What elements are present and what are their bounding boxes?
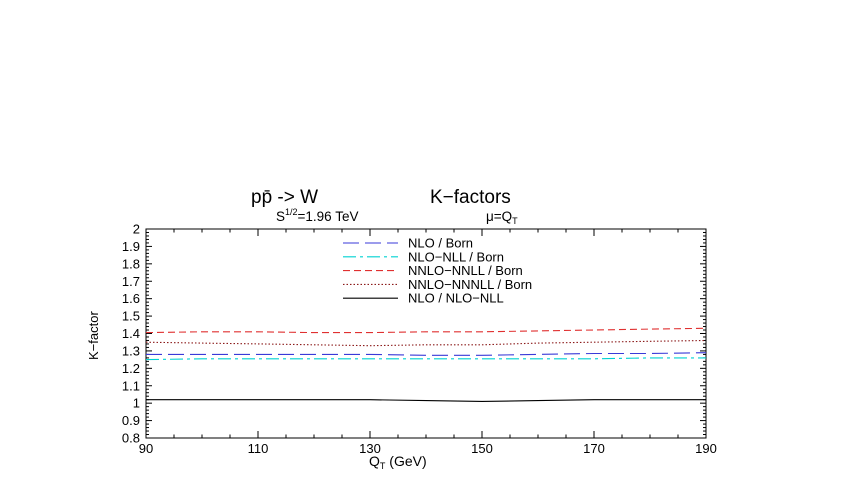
- subtitle-scale-sub: T: [512, 216, 518, 226]
- legend-label: NLO−NLL / Born: [408, 249, 504, 264]
- series-line: [146, 399, 706, 402]
- x-axis-label-main: Q: [369, 453, 380, 469]
- y-tick-label: 1: [133, 396, 140, 411]
- y-tick-label: 1.6: [122, 291, 140, 306]
- y-tick-label: 1.5: [122, 309, 140, 324]
- x-axis-ticks: 90 110 130 150 170 190: [139, 229, 717, 456]
- y-tick-label: 1.3: [122, 343, 140, 358]
- y-tick-label: 1.9: [122, 239, 140, 254]
- subtitle-energy-sup: 1/2: [285, 207, 298, 217]
- legend-label: NLO / Born: [408, 236, 473, 251]
- y-tick-label: 0.8: [122, 431, 140, 446]
- x-tick-label: 190: [695, 441, 717, 456]
- legend-label: NNLO−NNNLL / Born: [408, 277, 532, 292]
- y-tick-label: 1.1: [122, 378, 140, 393]
- subtitle-energy: S1/2=1.96 TeV: [276, 207, 358, 224]
- series-line: [145, 357, 706, 361]
- x-axis-label: QT (GeV): [369, 453, 427, 471]
- subtitle-scale-main: μ=Q: [486, 209, 512, 224]
- y-axis-label: K−factor: [86, 311, 101, 360]
- series-line: [146, 352, 707, 356]
- x-axis-label-sub: T: [380, 461, 386, 471]
- y-tick-label: 2: [133, 222, 140, 237]
- x-tick-label: 170: [583, 441, 605, 456]
- legend-label: NNLO−NNLL / Born: [408, 263, 523, 278]
- x-tick-label: 110: [248, 441, 269, 456]
- y-tick-label: 0.9: [122, 413, 140, 428]
- y-axis-ticks: 0.8 0.9 1 1.1 1.2 1.3 1.4 1.5 1.6 1.7 1.8 1.9 2: [122, 222, 706, 446]
- y-tick-label: 1.8: [122, 256, 140, 271]
- x-tick-label: 90: [139, 441, 153, 456]
- series-line: [145, 327, 707, 334]
- chart-title-main: pp̄ -> W: [251, 187, 318, 208]
- y-tick-label: 1.7: [122, 274, 140, 289]
- subtitle-energy-prefix: S: [276, 209, 285, 224]
- x-tick-label: 130: [359, 441, 381, 456]
- legend-label: NLO / NLO−NLL: [408, 291, 504, 306]
- x-tick-label: 150: [471, 441, 493, 456]
- x-axis-label-unit: (GeV): [385, 453, 426, 469]
- series-line: [145, 339, 707, 347]
- subtitle-scale: μ=QT: [486, 209, 518, 226]
- series-lines: [145, 327, 707, 402]
- y-tick-label: 1.4: [122, 326, 140, 341]
- y-tick-label: 1.2: [122, 361, 140, 376]
- subtitle-energy-value: =1.96 TeV: [298, 209, 359, 224]
- chart-title-right: K−factors: [430, 187, 511, 208]
